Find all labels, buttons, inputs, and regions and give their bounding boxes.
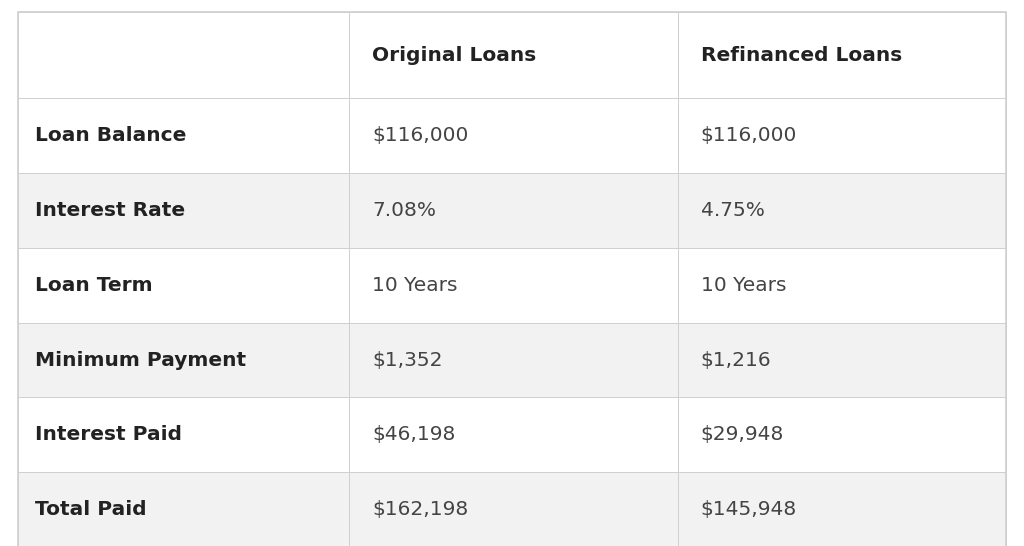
Bar	[678, 248, 1006, 323]
Text: Interest Paid: Interest Paid	[35, 425, 182, 444]
Bar	[678, 173, 1006, 248]
Text: Refinanced Loans: Refinanced Loans	[700, 46, 902, 64]
Bar	[18, 323, 349, 397]
Text: 4.75%: 4.75%	[700, 201, 765, 220]
Text: $116,000: $116,000	[372, 126, 469, 145]
Text: $46,198: $46,198	[372, 425, 456, 444]
Bar	[18, 12, 349, 98]
Text: $145,948: $145,948	[700, 500, 797, 519]
Bar	[349, 323, 678, 397]
Text: 10 Years: 10 Years	[700, 276, 786, 295]
Bar	[18, 472, 349, 546]
Text: Loan Term: Loan Term	[35, 276, 153, 295]
Text: $1,352: $1,352	[372, 351, 442, 370]
Bar	[678, 397, 1006, 472]
Text: $162,198: $162,198	[372, 500, 468, 519]
Text: $1,216: $1,216	[700, 351, 771, 370]
Bar	[349, 98, 678, 173]
Bar	[349, 248, 678, 323]
Text: $116,000: $116,000	[700, 126, 797, 145]
Bar	[349, 12, 678, 98]
Bar	[349, 173, 678, 248]
Bar	[678, 323, 1006, 397]
Text: Interest Rate: Interest Rate	[35, 201, 185, 220]
Bar	[678, 12, 1006, 98]
Bar	[18, 98, 349, 173]
Text: 7.08%: 7.08%	[372, 201, 436, 220]
Bar	[678, 472, 1006, 546]
Text: Minimum Payment: Minimum Payment	[35, 351, 246, 370]
Text: $29,948: $29,948	[700, 425, 784, 444]
Text: Original Loans: Original Loans	[372, 46, 537, 64]
Text: Loan Balance: Loan Balance	[35, 126, 186, 145]
Bar	[349, 397, 678, 472]
Text: Total Paid: Total Paid	[35, 500, 146, 519]
Bar	[678, 98, 1006, 173]
Bar	[18, 173, 349, 248]
Bar	[18, 397, 349, 472]
Bar	[18, 248, 349, 323]
Text: 10 Years: 10 Years	[372, 276, 458, 295]
Bar	[349, 472, 678, 546]
